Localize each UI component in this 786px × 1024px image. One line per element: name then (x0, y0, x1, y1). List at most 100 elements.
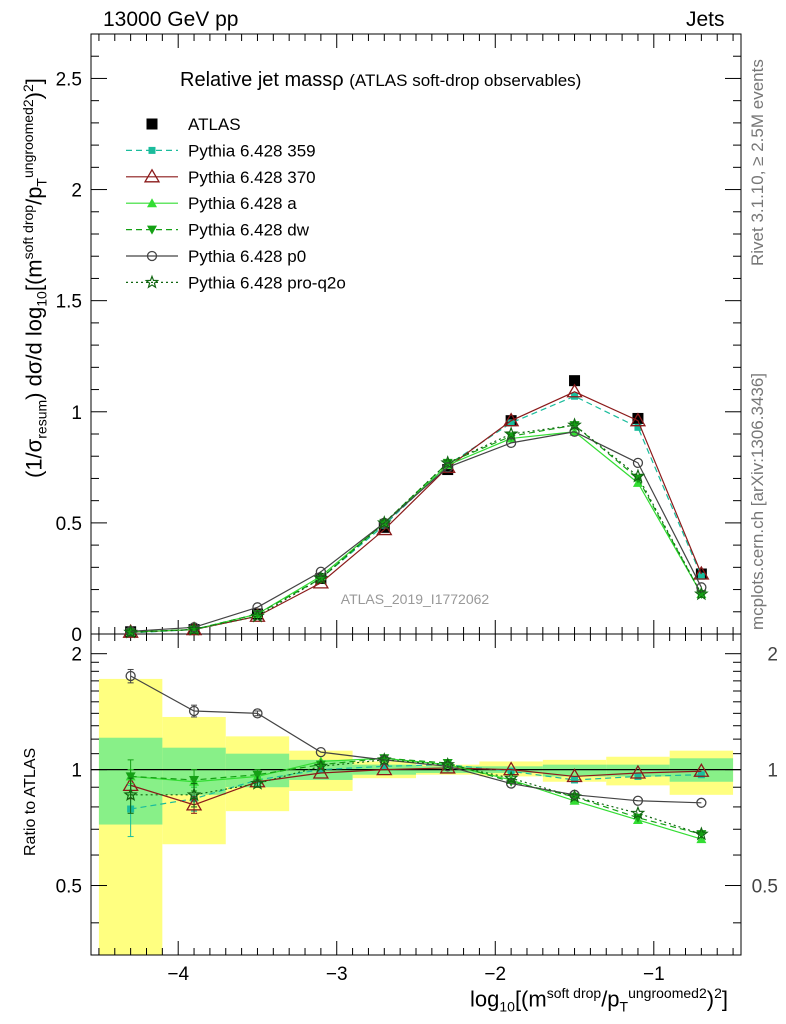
x-tick-label: −1 (643, 964, 665, 985)
data-point (376, 515, 392, 530)
main-y-axis-ticks: 0 0.5 1 1.5 2 2.5 (56, 33, 741, 646)
data-point (697, 572, 705, 580)
ratio-y-axis-ticks: 0.5 0.5 1 1 2 2 (56, 645, 778, 924)
x-tick-label: −4 (167, 964, 189, 985)
data-point (442, 462, 453, 473)
ratio-point (312, 764, 330, 779)
legend-label: Pythia 6.428 370 (188, 168, 316, 187)
main-y-tick-label: 1 (71, 403, 82, 424)
ratio-y-tick-label-left: 1 (71, 761, 82, 782)
series-line (130, 395, 702, 634)
data-point (186, 621, 202, 636)
ratio-y-tick-label-left: 0.5 (56, 877, 82, 898)
ratio-point (696, 797, 707, 808)
legend-label: Pythia 6.428 359 (188, 141, 316, 160)
observable-group-label: Jets (686, 8, 725, 31)
ratio-line (130, 764, 702, 810)
ratio-point (315, 747, 327, 758)
legend-marker (146, 250, 158, 262)
ratio-line (130, 675, 702, 804)
data-point (567, 417, 582, 432)
ratio-point (123, 787, 138, 802)
ratio-point (125, 772, 136, 782)
ratio-point (189, 775, 200, 785)
data-point (505, 437, 517, 449)
ratio-point (629, 764, 647, 779)
ratio-point (505, 778, 517, 789)
data-point (566, 383, 583, 398)
ratio-point (376, 752, 392, 767)
main-y-tick-label: 0.5 (56, 514, 82, 535)
legend-marker (146, 118, 158, 130)
series-5-ratio (125, 668, 707, 808)
ratio-y-tick-label-left: 2 (71, 645, 82, 666)
series-6-ratio (123, 752, 709, 841)
x-axis-ticks: −4 −3 −2 −1 (98, 34, 734, 985)
data-point (440, 455, 456, 470)
ratio-point (125, 670, 136, 682)
ratio-point (693, 762, 710, 777)
data-point (123, 624, 138, 639)
legend-label: Pythia 6.428 dw (188, 221, 310, 240)
ratio-point (188, 705, 200, 717)
data-point (632, 412, 644, 424)
chart-title: Relative jet massρ (ATLAS soft-drop obse… (180, 69, 581, 91)
legend-marker (143, 168, 161, 183)
ratio-point (697, 771, 705, 779)
ratio-point (315, 760, 326, 770)
data-point (250, 608, 265, 623)
series-line (130, 431, 702, 632)
ratio-point (185, 796, 203, 811)
data-point (503, 426, 519, 441)
data-point (694, 586, 709, 601)
ratio-point (313, 758, 329, 773)
ratio-line (130, 757, 702, 835)
ratio-point (252, 708, 263, 719)
data-point (315, 566, 327, 577)
data-point (507, 419, 515, 427)
main-y-tick-label: 2 (71, 181, 82, 202)
ratio-point (634, 772, 642, 780)
legend-label: ATLAS (188, 115, 241, 134)
ratio-point (630, 805, 646, 820)
ratio-point (566, 768, 583, 783)
ratio-point (252, 770, 263, 780)
legend-marker (148, 146, 156, 154)
ratio-point (250, 775, 265, 790)
main-y-tick-label: 2.5 (56, 69, 82, 90)
legend-label: Pythia 6.428 pro-q2o (188, 273, 346, 292)
data-point (569, 375, 581, 387)
data-point (502, 412, 520, 427)
data-point (696, 582, 707, 593)
ratio-point (503, 770, 519, 785)
x-axis-label: log10[(msoft drop/pTungroomed2)2] (470, 985, 728, 1015)
series-line (130, 424, 702, 633)
data-point (693, 565, 710, 580)
ratio-y-tick-label-right: 2 (767, 645, 778, 666)
ratio-point (694, 826, 709, 841)
legend-marker (147, 225, 157, 235)
data-point (630, 468, 646, 483)
process-label: 13000 GeV pp (103, 8, 239, 31)
ratio-point (376, 761, 393, 776)
x-tick-label: −3 (326, 964, 348, 985)
ratio-point (571, 776, 579, 784)
data-point (634, 423, 642, 431)
ratio-point (440, 756, 456, 771)
analysis-watermark: ATLAS_2019_I1772062 (341, 591, 490, 607)
x-tick-label: −2 (484, 964, 506, 985)
legend-marker (147, 198, 157, 208)
ratio-line (130, 767, 702, 806)
legend-marker (144, 274, 160, 289)
ratio-point (186, 787, 202, 802)
data-point (442, 464, 454, 476)
data-point (632, 457, 644, 469)
data-point (313, 570, 329, 585)
ratio-line (130, 757, 702, 840)
ratio-point (502, 761, 520, 776)
legend: ATLAS Pythia 6.428 359 Pythia 6.428 370 Pyt… (126, 115, 346, 292)
ratio-y-tick-label-right: 0.5 (752, 877, 778, 898)
legend-label: Pythia 6.428 p0 (188, 247, 306, 266)
legend-label: Pythia 6.428 a (188, 194, 297, 213)
